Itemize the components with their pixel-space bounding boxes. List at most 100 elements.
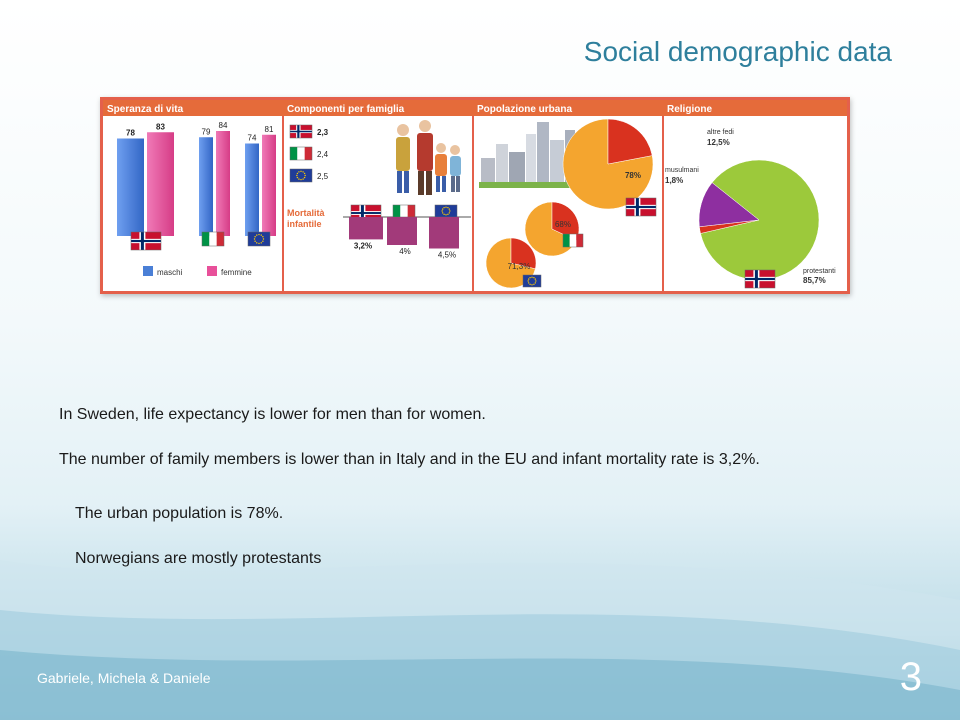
legend-male-swatch xyxy=(143,266,153,276)
urban-value-label: 68% xyxy=(555,220,571,229)
flag-star xyxy=(260,242,262,244)
flag-star xyxy=(298,171,300,173)
flag-border xyxy=(289,168,313,183)
flag-stripe xyxy=(304,147,312,160)
flag-star xyxy=(441,208,444,210)
flag-star xyxy=(534,278,537,280)
flag-star xyxy=(443,213,445,216)
eu-flag-icon xyxy=(247,231,271,247)
flag-stripe xyxy=(393,205,401,217)
male-bar xyxy=(199,137,213,236)
flag-star xyxy=(300,178,302,181)
pie-slice xyxy=(698,182,760,228)
family-size-value: 2,3 xyxy=(317,128,329,137)
religion-header xyxy=(663,100,847,116)
flag-star xyxy=(256,242,258,244)
flag-star xyxy=(443,206,445,209)
flag-star xyxy=(533,276,535,279)
flag-stripe xyxy=(563,234,570,247)
flag-border xyxy=(289,146,313,161)
demographic-infographic: Speranza di vita Componenti per famiglia… xyxy=(100,97,850,294)
flag-field xyxy=(523,275,541,287)
flag-star xyxy=(449,210,451,212)
flag-star xyxy=(447,206,449,209)
flag-stripe xyxy=(290,147,298,160)
flag-star xyxy=(303,172,306,175)
flag-star xyxy=(300,170,302,173)
female-value-label: 84 xyxy=(219,121,228,130)
flag-star xyxy=(256,234,258,236)
flag-cross xyxy=(351,212,381,214)
flag-stripe xyxy=(569,234,577,247)
female-bar xyxy=(147,132,174,236)
family-illustration-icon xyxy=(396,120,461,195)
flag-border xyxy=(744,269,776,289)
mortality-bar xyxy=(387,217,417,245)
slide-title: Social demographic data xyxy=(583,36,892,67)
flag-star xyxy=(527,282,530,284)
mortality-title-2: infantile xyxy=(287,219,322,229)
urban-value-label: 71,3% xyxy=(508,262,531,271)
flag-star xyxy=(262,240,264,242)
flag-star xyxy=(441,212,444,214)
family-size-value: 2,4 xyxy=(317,150,329,159)
flag-star xyxy=(448,212,451,214)
flag-star xyxy=(445,214,447,216)
life-title: Speranza di vita xyxy=(107,104,184,115)
life-expectancy-chart: 78 83 79 84 74 81 xyxy=(117,121,276,251)
flag-cross xyxy=(626,205,656,209)
flag-stripe xyxy=(216,232,224,246)
family-size-value: 2,5 xyxy=(317,172,329,181)
flag-star xyxy=(531,276,533,278)
mortality-value-label: 4% xyxy=(399,247,411,256)
infant-mortality-chart: 3,2% 4% 4,5% xyxy=(349,204,459,260)
flag-star xyxy=(296,172,299,175)
flag-border xyxy=(562,233,584,248)
religion-slice-value: 12,5% xyxy=(707,138,730,147)
pie-slice xyxy=(510,237,537,270)
flag-star xyxy=(298,178,300,180)
flag-star xyxy=(302,171,304,173)
paragraph-life-expectancy: In Sweden, life expectancy is lower for … xyxy=(59,406,486,423)
flag-stripe xyxy=(202,232,210,246)
footer-authors: Gabriele, Michela & Daniele xyxy=(37,670,211,686)
flag-stripe xyxy=(209,232,217,246)
legend-female-label: femmine xyxy=(221,268,252,277)
norway-flag-icon xyxy=(744,269,776,289)
religion-title: Religione xyxy=(667,104,712,115)
flag-star xyxy=(531,284,533,286)
flag-field xyxy=(435,205,457,217)
male-bar xyxy=(245,143,259,236)
flag-star xyxy=(533,283,535,286)
norway-flag-icon xyxy=(130,231,162,251)
flag-border xyxy=(130,231,162,251)
legend-male-label: maschi xyxy=(157,268,183,277)
flag-star xyxy=(441,210,443,212)
mortality-bar xyxy=(349,217,383,240)
flag-star xyxy=(447,213,449,216)
male-value-label: 78 xyxy=(126,129,135,138)
religion-slice-value: 1,8% xyxy=(665,176,683,185)
pie-slice xyxy=(607,118,653,165)
flag-stripe xyxy=(297,147,305,160)
italy-flag-icon xyxy=(289,146,313,161)
female-value-label: 83 xyxy=(156,122,165,131)
family-title: Componenti per famiglia xyxy=(287,104,405,115)
urban-header xyxy=(473,100,663,116)
flag-cross xyxy=(290,130,312,133)
page-number: 3 xyxy=(899,655,922,699)
flag-star xyxy=(303,176,306,179)
flag-field xyxy=(290,169,312,182)
flag-star xyxy=(253,238,256,240)
italy-flag-icon xyxy=(201,231,225,247)
flag-star xyxy=(296,174,298,177)
female-bar xyxy=(262,134,276,236)
eu-flag-icon xyxy=(522,274,542,288)
urban-value-label: 78% xyxy=(625,171,641,180)
infographic-canvas: Speranza di vita Componenti per famiglia… xyxy=(103,100,847,291)
mortality-value-label: 4,5% xyxy=(438,251,456,260)
urban-title: Popolazione urbana xyxy=(477,104,572,115)
paragraph-family-mortality: The number of family members is lower th… xyxy=(59,451,760,468)
male-value-label: 74 xyxy=(248,134,257,143)
